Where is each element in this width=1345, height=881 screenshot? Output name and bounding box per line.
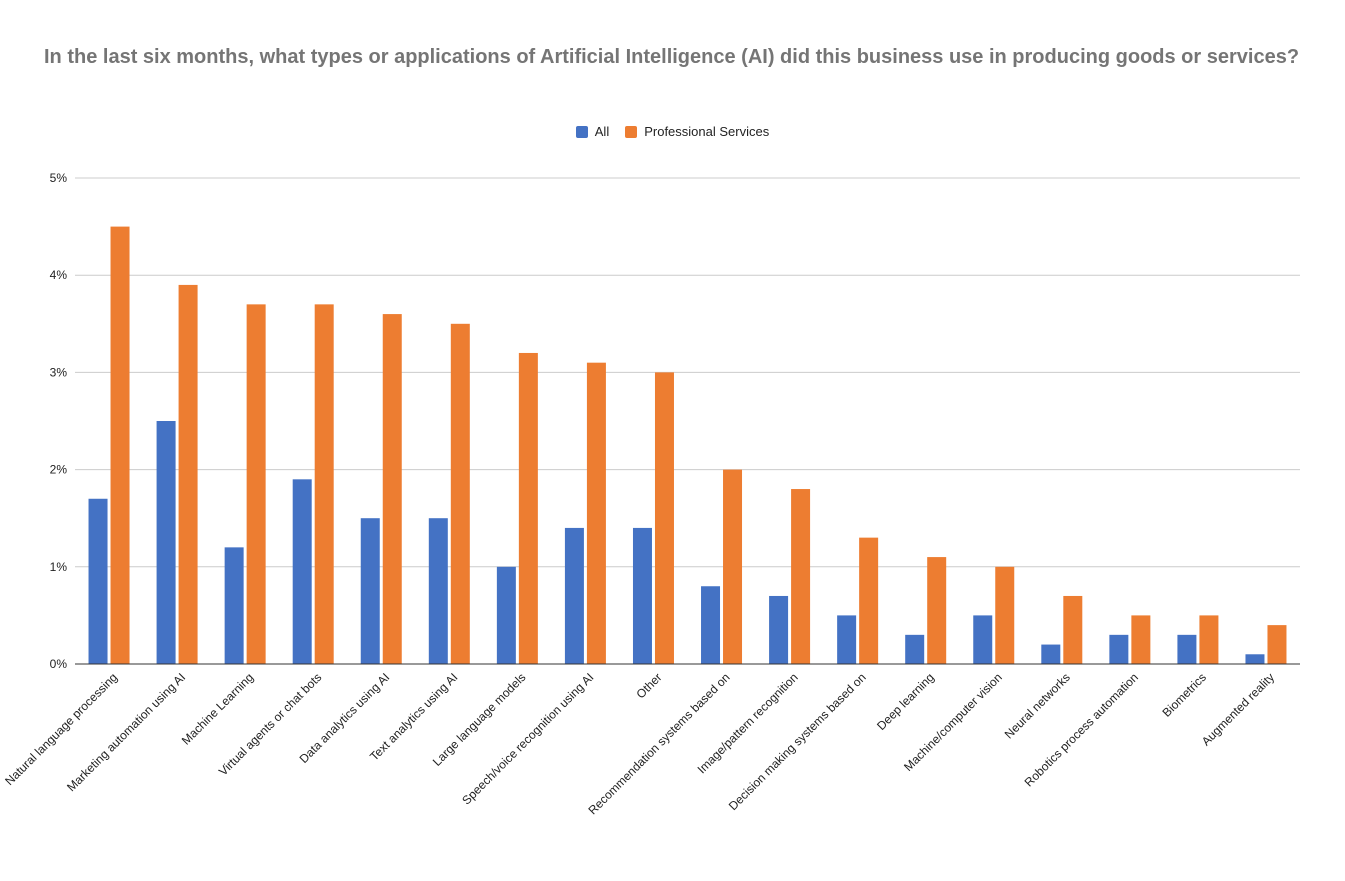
bar-professional-services (995, 566, 1015, 664)
chart-title: In the last six months, what types or ap… (44, 46, 1300, 68)
x-tick-label: Biometrics (1160, 670, 1210, 720)
legend-swatch-all (575, 125, 588, 138)
x-tick-label: Neural networks (1002, 670, 1073, 741)
legend-label-professional-services: Professional Services (644, 124, 770, 139)
legend-item-professional-services: Professional Services (625, 124, 769, 139)
bar-all (769, 595, 789, 664)
bar-professional-services (110, 226, 130, 664)
x-tick-label: Other (633, 670, 664, 701)
y-tick-label: 3% (50, 365, 68, 379)
bar-professional-services (927, 557, 947, 664)
y-tick-label: 0% (50, 657, 68, 671)
bar-all (1177, 634, 1197, 664)
legend-swatch-professional-services (625, 125, 638, 138)
legend-item-all: All (575, 124, 610, 139)
bar-professional-services (654, 372, 674, 664)
x-tick-label: Marketing automation using AI (64, 670, 188, 794)
legend-label-all: All (594, 124, 610, 139)
bar-professional-services (246, 304, 266, 664)
x-tick-label: Decision making systems based on (726, 670, 869, 813)
x-tick-label: Robotics process automation (1022, 670, 1141, 789)
x-tick-label: Natural language processing (2, 670, 120, 788)
x-tick-label: Augmented reality (1199, 670, 1277, 748)
bar-professional-services (314, 304, 334, 664)
bar-all (1245, 654, 1265, 664)
bar-all (973, 615, 993, 664)
bar-all (905, 634, 925, 664)
x-tick-label: Recommendation systems based on (585, 670, 732, 817)
x-tick-label: Machine Learning (179, 670, 256, 747)
bar-professional-services (450, 323, 470, 664)
bar-all (701, 586, 721, 664)
bar-professional-services (1131, 615, 1151, 664)
bar-professional-services (586, 362, 606, 664)
y-tick-label: 1% (50, 560, 68, 574)
chart-legend: All Professional Services (0, 124, 1345, 139)
bar-professional-services (178, 284, 198, 664)
bar-all (156, 421, 176, 664)
bar-all (632, 527, 652, 664)
y-tick-label: 5% (50, 171, 68, 185)
bar-all (88, 498, 108, 664)
bar-all (496, 566, 516, 664)
bar-all (428, 518, 448, 664)
bar-professional-services (791, 489, 811, 664)
bar-all (837, 615, 857, 664)
bar-all (292, 479, 312, 664)
bar-all (1109, 634, 1129, 664)
y-tick-label: 4% (50, 268, 68, 282)
bar-professional-services (859, 537, 879, 664)
bar-professional-services (1199, 615, 1219, 664)
bar-professional-services (1063, 595, 1083, 664)
x-tick-label: Speech/voice recognition using AI (459, 670, 596, 807)
y-tick-label: 2% (50, 463, 68, 477)
bar-professional-services (1267, 625, 1287, 664)
bar-professional-services (382, 314, 402, 664)
bar-all (1041, 644, 1061, 664)
bar-professional-services (518, 352, 538, 664)
bar-all (360, 518, 380, 664)
bar-all (224, 547, 244, 664)
bar-professional-services (723, 469, 743, 664)
x-tick-label: Deep learning (874, 670, 937, 733)
bar-all (564, 527, 584, 664)
